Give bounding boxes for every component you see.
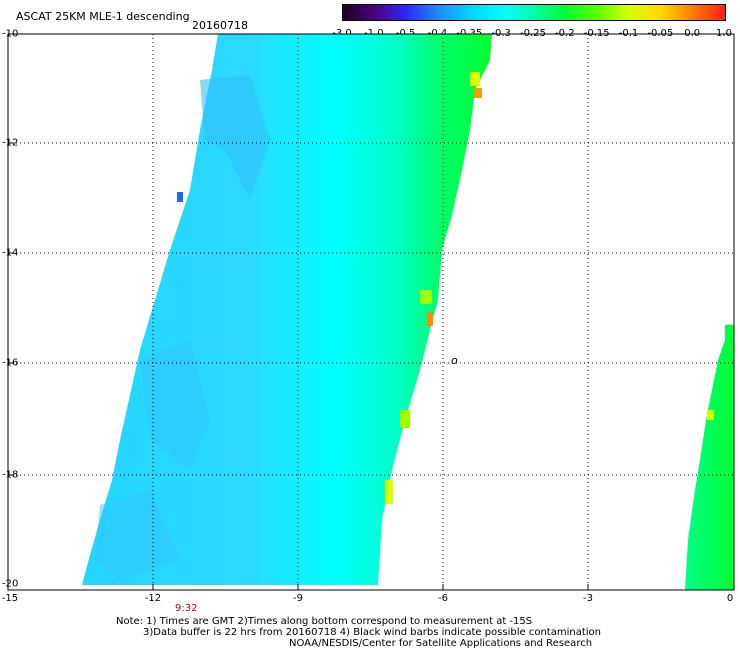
x-axis-label: -9 — [293, 593, 303, 604]
y-axis-label: -14 — [2, 247, 19, 259]
note-line-1: Note: 1) Times are GMT 2)Times along bot… — [116, 616, 533, 627]
x-axis-label: -6 — [438, 593, 448, 604]
y-axis-label: -18 — [2, 469, 19, 481]
note-line-3: NOAA/NESDIS/Center for Satellite Applica… — [289, 638, 593, 649]
x-axis-label: -15 — [1, 593, 19, 604]
note-line-2: 3)Data buffer is 22 hrs from 20160718 4)… — [143, 627, 601, 638]
swath-warm-pixel — [385, 480, 393, 504]
swath-dark-pixel — [177, 192, 183, 202]
y-axis-label: -16 — [2, 357, 19, 369]
swath-warm-pixel — [427, 312, 433, 326]
swath-blue-patch — [140, 340, 210, 470]
swath-blue-patch — [95, 490, 180, 580]
colorbar — [342, 4, 726, 21]
swath-blue-patch — [200, 75, 270, 200]
island-marker: o — [451, 354, 458, 367]
swath-warm-pixel — [474, 88, 482, 98]
product-date: 20160718 — [192, 19, 248, 32]
swath-right — [685, 325, 734, 590]
product-title: ASCAT 25KM MLE-1 descending — [16, 10, 190, 23]
x-axis-label: 0 — [726, 593, 734, 604]
y-axis-label: -12 — [2, 137, 19, 149]
swath-warm-pixel — [420, 290, 432, 304]
swath-warm-pixel — [400, 410, 410, 428]
swath-warm-pixel — [707, 410, 714, 420]
y-axis-label: -20 — [2, 578, 19, 590]
swath-warm-pixel — [470, 72, 480, 86]
x-axis-label: -3 — [583, 593, 593, 604]
x-axis-label: -12 — [144, 593, 162, 604]
pass-time: 9:32 — [175, 603, 198, 614]
axis-ticks — [8, 142, 589, 590]
map-grid — [8, 34, 734, 590]
y-axis-label: -10 — [2, 28, 19, 40]
map-frame — [7, 33, 735, 591]
